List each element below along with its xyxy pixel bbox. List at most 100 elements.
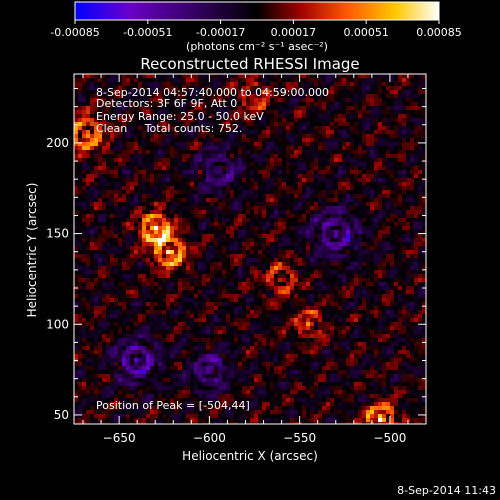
heatmap-cell — [326, 262, 331, 267]
heatmap-cell — [370, 294, 375, 299]
heatmap-cell — [194, 174, 199, 179]
heatmap-cell — [294, 98, 299, 103]
heatmap-cell — [142, 282, 147, 287]
heatmap-cell — [378, 266, 383, 271]
heatmap-cell — [238, 154, 243, 159]
heatmap-cell — [154, 278, 159, 283]
heatmap-cell — [170, 174, 175, 179]
heatmap-cell — [162, 214, 167, 219]
heatmap-cell — [318, 258, 323, 263]
heatmap-cell — [346, 78, 351, 83]
heatmap-cell — [90, 206, 95, 211]
heatmap-cell — [278, 74, 283, 79]
heatmap-cell — [414, 278, 419, 283]
heatmap-cell — [406, 170, 411, 175]
heatmap-cell — [134, 154, 139, 159]
heatmap-cell — [74, 162, 79, 167]
heatmap-cell — [402, 202, 407, 207]
heatmap-cell — [182, 174, 187, 179]
heatmap-cell — [246, 150, 251, 155]
heatmap-cell — [370, 182, 375, 187]
heatmap-cell — [166, 178, 171, 183]
heatmap-cell — [210, 190, 215, 195]
heatmap-cell — [230, 94, 235, 99]
heatmap-cell — [354, 134, 359, 139]
heatmap-cell — [370, 202, 375, 207]
heatmap-cell — [406, 178, 411, 183]
heatmap-cell — [282, 154, 287, 159]
heatmap-cell — [130, 162, 135, 167]
heatmap-cell — [194, 230, 199, 235]
heatmap-cell — [398, 202, 403, 207]
heatmap-cell — [142, 74, 147, 79]
heatmap-cell — [114, 226, 119, 231]
heatmap-cell — [126, 150, 131, 155]
heatmap-cell — [318, 122, 323, 127]
heatmap-cell — [158, 94, 163, 99]
heatmap-cell — [142, 238, 147, 243]
heatmap-cell — [234, 298, 239, 303]
heatmap-cell — [130, 74, 135, 79]
heatmap-cell — [298, 190, 303, 195]
heatmap-cell — [246, 154, 251, 159]
heatmap-cell — [278, 222, 283, 227]
heatmap-cell — [266, 250, 271, 255]
heatmap-cell — [202, 266, 207, 271]
heatmap-cell — [302, 282, 307, 287]
heatmap-cell — [174, 178, 179, 183]
heatmap-cell — [382, 242, 387, 247]
heatmap-cell — [78, 122, 83, 127]
heatmap-cell — [294, 174, 299, 179]
heatmap-cell — [270, 274, 275, 279]
heatmap-cell — [134, 210, 139, 215]
heatmap-cell — [278, 270, 283, 275]
heatmap-cell — [266, 242, 271, 247]
heatmap-cell — [158, 226, 163, 231]
heatmap-cell — [370, 290, 375, 295]
heatmap-cell — [242, 250, 247, 255]
heatmap-cell — [362, 278, 367, 283]
heatmap-cell — [162, 262, 167, 267]
heatmap-cell — [382, 294, 387, 299]
heatmap-cell — [238, 106, 243, 111]
heatmap-cell — [198, 198, 203, 203]
heatmap-cell — [138, 206, 143, 211]
heatmap-cell — [394, 206, 399, 211]
heatmap-cell — [166, 90, 171, 95]
heatmap-cell — [302, 194, 307, 199]
heatmap-cell — [194, 78, 199, 83]
heatmap-cell — [210, 118, 215, 123]
heatmap-cell — [382, 118, 387, 123]
heatmap-cell — [230, 286, 235, 291]
heatmap-cell — [154, 130, 159, 135]
heatmap-cell — [162, 250, 167, 255]
heatmap-cell — [210, 206, 215, 211]
heatmap-cell — [262, 86, 267, 91]
heatmap-cell — [186, 174, 191, 179]
heatmap-cell — [306, 202, 311, 207]
heatmap-cell — [346, 154, 351, 159]
heatmap-cell — [402, 178, 407, 183]
heatmap-cell — [166, 130, 171, 135]
heatmap-cell — [286, 230, 291, 235]
heatmap-cell — [102, 238, 107, 243]
heatmap-cell — [358, 74, 363, 79]
heatmap-cell — [414, 262, 419, 267]
heatmap-cell — [378, 274, 383, 279]
heatmap-cell — [370, 234, 375, 239]
heatmap-cell — [354, 190, 359, 195]
heatmap-cell — [390, 202, 395, 207]
heatmap-cell — [178, 226, 183, 231]
heatmap-cell — [222, 214, 227, 219]
heatmap-cell — [194, 222, 199, 227]
heatmap-cell — [174, 94, 179, 99]
heatmap-cell — [246, 194, 251, 199]
heatmap-cell — [86, 266, 91, 271]
heatmap-cell — [218, 82, 223, 87]
heatmap-cell — [382, 282, 387, 287]
heatmap-cell — [226, 162, 231, 167]
heatmap-cell — [294, 166, 299, 171]
heatmap-cell — [202, 250, 207, 255]
heatmap-cell — [234, 254, 239, 259]
heatmap-cell — [102, 102, 107, 107]
